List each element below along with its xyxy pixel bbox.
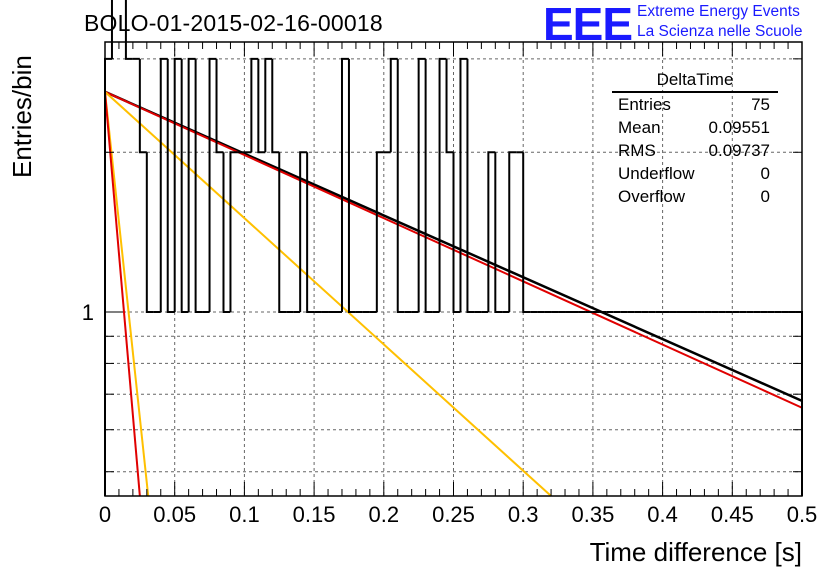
stats-row-rms: RMS 0.09737 (612, 139, 778, 162)
histogram-bin (508, 151, 517, 312)
fit-line-4 (104, 91, 141, 497)
stats-title: DeltaTime (612, 70, 778, 93)
fit-line-3 (104, 91, 150, 497)
histogram-bin (145, 152, 154, 313)
x-tick-label: 0.35 (571, 502, 614, 527)
histogram-bin (417, 57, 426, 312)
stats-rows: Entries 75 Mean 0.09551 RMS 0.09737 Underflow 0… (612, 93, 778, 208)
y-tick-label: 1 (82, 300, 94, 325)
stats-label: Entries (618, 95, 671, 114)
histogram-bin (110, 0, 113, 59)
x-tick-label: 0.1 (229, 502, 260, 527)
stats-row-mean: Mean 0.09551 (612, 116, 778, 139)
stats-row-entries: Entries 75 (612, 93, 778, 116)
histogram-bin (250, 57, 259, 153)
fit-line-2 (104, 91, 552, 497)
x-tick-label: 0.5 (787, 502, 818, 527)
x-axis-label: Time difference [s] (590, 537, 802, 567)
histogram-bin (375, 151, 384, 312)
stats-label: Underflow (618, 164, 695, 183)
x-tick-labels: 0 0.05 0.1 0.15 0.2 0.25 0.3 0.35 0.4 0.45 0.5 (99, 502, 817, 527)
axes-frame (104, 41, 803, 497)
histogram-bin (487, 151, 496, 312)
histogram-bin (180, 58, 189, 313)
grid-lines (105, 42, 802, 496)
histogram-bin (138, 58, 147, 154)
histogram-bin (424, 58, 433, 313)
histogram-bin (306, 152, 315, 313)
y-tick-labels: 1 (82, 300, 94, 325)
histogram-bin (229, 151, 238, 312)
histogram-bin (438, 57, 447, 312)
histogram-bin (459, 57, 468, 312)
stats-value: 0 (760, 187, 770, 206)
histogram-bin (494, 152, 503, 313)
stats-value: 0 (760, 164, 770, 183)
stats-label: RMS (618, 141, 656, 160)
histogram-bin (215, 58, 224, 154)
stats-value: 0.09737 (708, 141, 770, 160)
histogram-bin (278, 152, 287, 313)
histogram-bin (194, 58, 203, 313)
eee-logo: EEE (543, 0, 633, 50)
histogram-bin (271, 58, 280, 154)
stats-row-overflow: Overflow 0 (612, 185, 778, 208)
stats-row-underflow: Underflow 0 (612, 162, 778, 185)
histogram-bin (396, 58, 405, 313)
histogram-bin (187, 57, 196, 312)
histogram-bin (264, 57, 273, 153)
histogram-bin (466, 58, 475, 313)
stats-value: 0.09551 (708, 118, 770, 137)
histogram-bin (173, 57, 182, 312)
histogram-bin (208, 57, 217, 312)
histogram-bin (124, 0, 133, 60)
histogram-bin (522, 152, 531, 313)
x-tick-label: 0.4 (647, 502, 678, 527)
stats-label: Mean (618, 118, 661, 137)
stats-value: 75 (751, 95, 770, 114)
logo-tagline-1: Extreme Energy Events (637, 3, 800, 20)
histogram-bin (159, 57, 168, 312)
histogram-bin (340, 57, 349, 312)
x-tick-label: 0.15 (293, 502, 336, 527)
histogram-bin (389, 57, 398, 153)
histogram-bin (452, 152, 461, 313)
histogram-bin (166, 58, 175, 313)
x-tick-label: 0.25 (432, 502, 475, 527)
histogram-bin (299, 151, 308, 312)
chart-title: BOLO-01-2015-02-16-00018 (84, 10, 383, 36)
x-tick-label: 0.45 (711, 502, 754, 527)
logo-tagline-2: La Scienza nelle Scuole (637, 23, 803, 40)
x-tick-label: 0.2 (369, 502, 400, 527)
histogram-bin (347, 58, 356, 313)
stats-label: Overflow (618, 187, 686, 206)
x-tick-label: 0.3 (508, 502, 539, 527)
x-tick-label: 0 (99, 502, 111, 527)
y-axis-label: Entries/bin (7, 55, 37, 178)
histogram-bin (257, 58, 266, 154)
histogram-bin (222, 152, 231, 313)
x-tick-label: 0.05 (153, 502, 196, 527)
stats-box: DeltaTime Entries 75 Mean 0.09551 RMS 0.09737… (612, 70, 778, 208)
histogram-bin (445, 58, 454, 154)
